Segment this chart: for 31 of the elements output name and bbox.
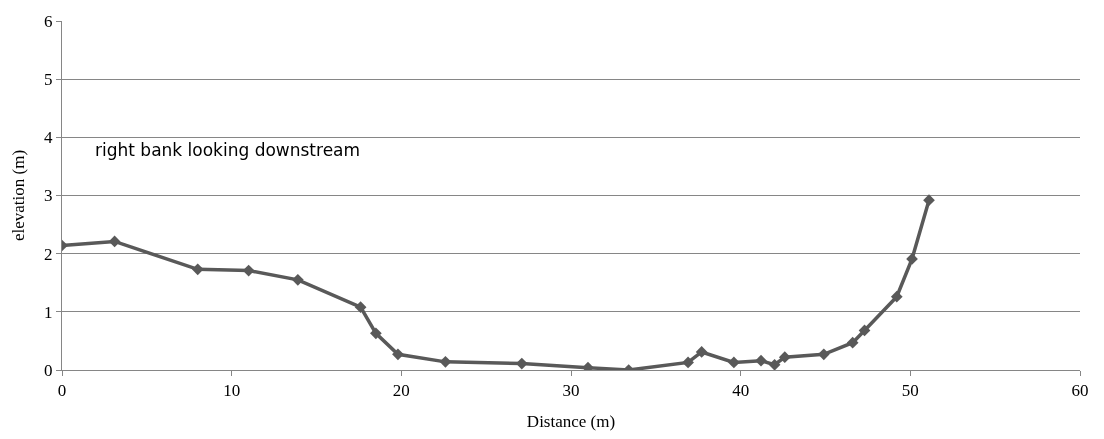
point xyxy=(755,354,767,367)
x-tick-label: 10 xyxy=(223,381,241,401)
x-tick-label: 60 xyxy=(1071,381,1089,401)
annotation: right bank looking downstream xyxy=(95,140,361,160)
y-tick-label: 4 xyxy=(44,128,54,148)
y-tick-label: 1 xyxy=(44,302,53,322)
x-axis-title: Distance (m) xyxy=(526,411,616,431)
y-tick-label: 3 xyxy=(44,186,53,206)
x-tick-label: 40 xyxy=(732,381,750,401)
point xyxy=(728,356,740,369)
y-tick-label: 6 xyxy=(44,11,53,31)
point xyxy=(291,273,304,286)
point xyxy=(370,327,382,340)
point xyxy=(846,336,859,349)
y-axis-title: elevation (m) xyxy=(8,149,28,242)
point xyxy=(354,301,367,314)
y-tick-label: 2 xyxy=(44,244,53,264)
point xyxy=(890,290,903,303)
x-tick-label: 50 xyxy=(901,381,919,401)
point xyxy=(108,235,121,248)
y-tick-label: 5 xyxy=(44,70,53,90)
y-tick-label: 0 xyxy=(44,360,53,380)
point xyxy=(778,351,791,364)
point xyxy=(682,356,694,369)
point xyxy=(695,346,708,358)
point xyxy=(768,358,781,370)
x-tick-label: 0 xyxy=(57,381,67,401)
point xyxy=(858,324,871,337)
point xyxy=(392,348,404,361)
x-tick-label: 20 xyxy=(392,381,410,401)
x-tick-label: 30 xyxy=(562,381,580,401)
